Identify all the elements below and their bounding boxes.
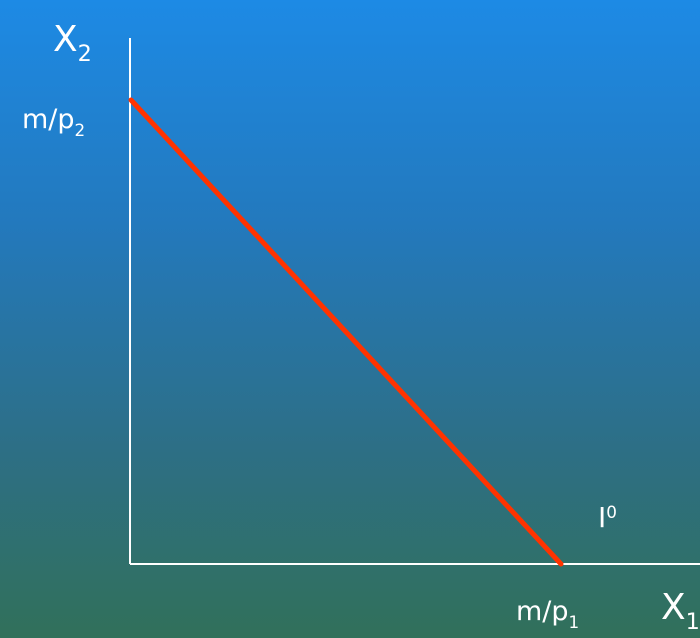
y-intercept-subscript: 2 — [74, 119, 86, 140]
x-axis-label: X1 — [661, 587, 700, 634]
x-intercept-text: m/p — [516, 596, 569, 627]
curve-label-superscript: 0 — [606, 501, 617, 522]
y-axis-subscript: 2 — [77, 41, 92, 68]
x-axis-subscript: 1 — [685, 609, 700, 636]
x-axis-symbol: X — [661, 587, 686, 628]
y-intercept-text: m/p — [22, 104, 75, 135]
curve-label: I0 — [598, 501, 617, 534]
y-axis-label: X2 — [53, 19, 92, 66]
y-intercept-label: m/p2 — [22, 104, 85, 138]
x-intercept-subscript: 1 — [568, 611, 580, 632]
x-intercept-label: m/p1 — [516, 596, 579, 630]
y-axis-symbol: X — [53, 19, 78, 60]
curve-label-text: I — [598, 501, 607, 534]
budget-line — [128, 97, 564, 567]
